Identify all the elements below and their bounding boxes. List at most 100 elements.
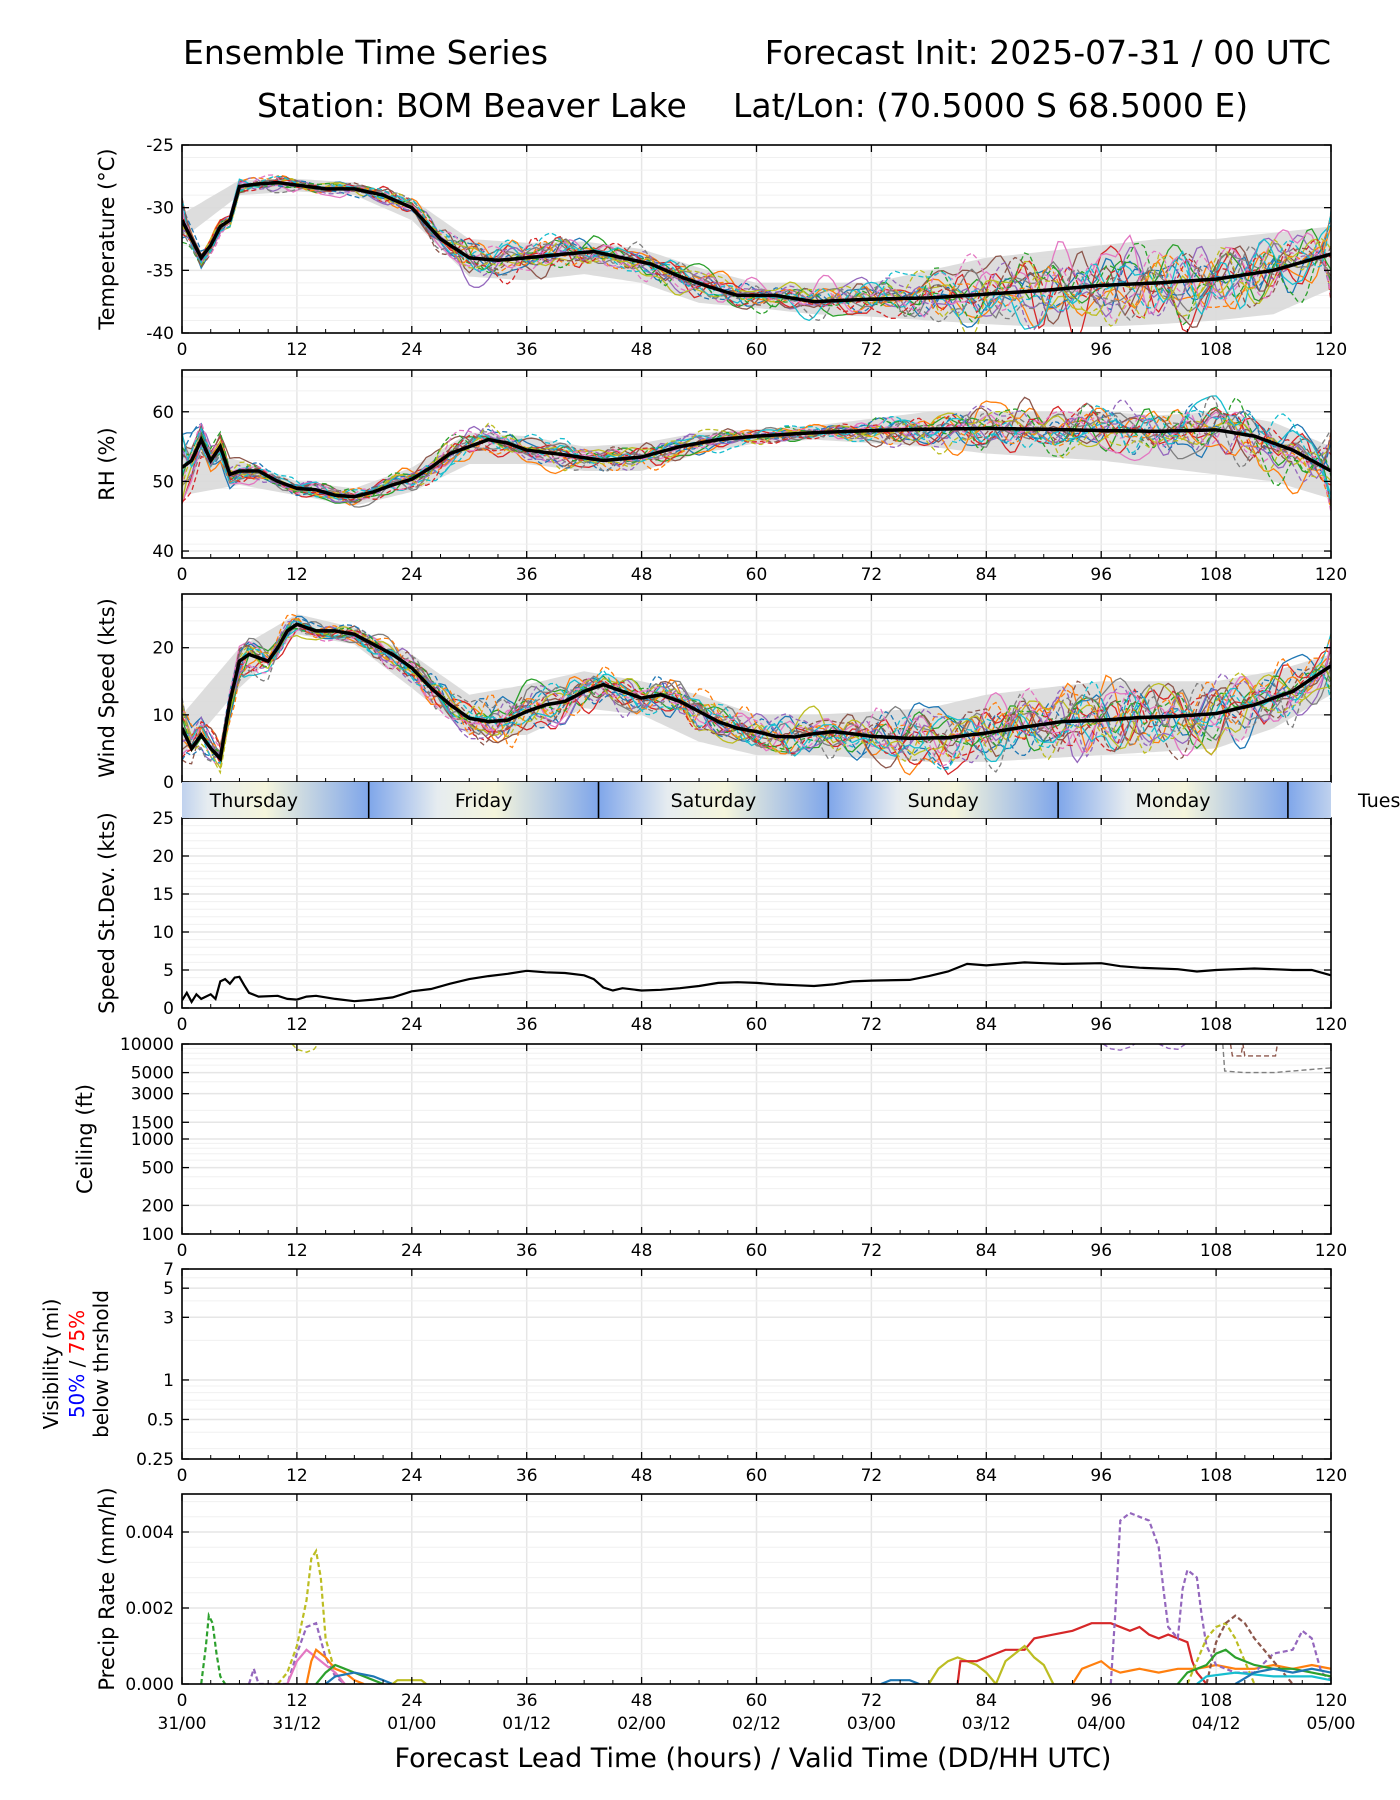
- panels: 0 12 24 36 48 60 72 84 96 108 120-25-30-35-40Tempe…: [39, 136, 1356, 1734]
- ensemble-member-segment: [1158, 1044, 1186, 1051]
- ensemble-member-segment: [200, 1611, 227, 1684]
- panel-temperature: 0 12 24 36 48 60 72 84 96 108 120 -25 -30 -35 -40 Tempe…: [95, 136, 1347, 360]
- x-axis-label: Forecast Lead Time (hours) / Valid Time …: [395, 1743, 1112, 1774]
- ensemble-member-segment: [247, 1621, 346, 1684]
- title-forecast-init: Forecast Init: 2025-07-31 / 00 UTC: [765, 33, 1331, 72]
- y-tick-label: 1500: [131, 1113, 174, 1133]
- day-band: Thursday Friday Saturday Sunday Monday Tues: [182, 782, 1400, 818]
- x-tick-label: 24: [401, 340, 423, 360]
- panel-precip: 0 12 24 36 48 60 72 84 96 108 120 0.000 0.002 0.004 Pr…: [95, 1487, 1356, 1734]
- ensemble-member-segment: [1186, 1621, 1256, 1684]
- x-tick-label: 108: [1200, 1691, 1232, 1711]
- ensemble-member-line: [182, 393, 1331, 497]
- y-tick-label: 10: [152, 923, 174, 943]
- ensemble-member-line: [182, 624, 1331, 765]
- y-tick-label: 1: [163, 1371, 174, 1391]
- x-tick-label: 0: [177, 1241, 188, 1261]
- ensemble-member-line: [182, 175, 1331, 315]
- x-tick-label: 96: [1090, 1691, 1112, 1711]
- y-tick-label: -25: [146, 136, 174, 156]
- ensemble-member-line: [182, 617, 1331, 776]
- day-band-segment: [828, 782, 1059, 818]
- x-tick-label: 60: [746, 340, 768, 360]
- ensemble-member-line: [182, 396, 1331, 499]
- y-axis-label-thresholds: 50% / 75%: [65, 1310, 89, 1418]
- ensemble-member-line: [182, 399, 1331, 503]
- x-tick-label: 36: [516, 340, 538, 360]
- ensemble-member-line: [182, 179, 1331, 319]
- x-tick-label: 12: [286, 1466, 308, 1486]
- x-tick-label: 72: [861, 1691, 883, 1711]
- x-tick-label: 36: [516, 1241, 538, 1261]
- x-tick-label: 0: [177, 565, 188, 585]
- x-tick-label: 60: [746, 1015, 768, 1035]
- x-tick-label: 12: [286, 340, 308, 360]
- valid-time-label: 05/00: [1307, 1714, 1356, 1734]
- valid-time-label: 03/00: [847, 1714, 896, 1734]
- plot-area-rh: [182, 393, 1331, 513]
- x-tick-label: 96: [1090, 1466, 1112, 1486]
- ensemble-member-segment: [305, 1648, 365, 1684]
- threshold-separator: /: [65, 1354, 89, 1373]
- y-tick-label: 5000: [131, 1064, 174, 1084]
- x-tick-label: 120: [1315, 1466, 1347, 1486]
- y-tick-label: 10: [152, 706, 174, 726]
- x-tick-label: 24: [401, 1466, 423, 1486]
- y-tick-label: 20: [152, 847, 174, 867]
- y-axis-label: Wind Speed (kts): [95, 598, 119, 778]
- x-tick-label: 36: [516, 1691, 538, 1711]
- valid-time-label: 04/00: [1077, 1714, 1126, 1734]
- x-tick-label: 12: [286, 565, 308, 585]
- x-tick-label: 60: [746, 565, 768, 585]
- y-tick-label: 0: [163, 773, 174, 793]
- x-tick-label: 24: [401, 1241, 423, 1261]
- ensemble-member-segment: [291, 1044, 319, 1053]
- valid-time-label: 02/12: [732, 1714, 781, 1734]
- x-tick-label: 72: [861, 340, 883, 360]
- x-tick-label: 0: [177, 1466, 188, 1486]
- x-tick-label: 108: [1200, 1466, 1232, 1486]
- x-tick-label: 48: [631, 565, 653, 585]
- x-tick-label: 84: [975, 1015, 997, 1035]
- x-tick-label: 84: [975, 565, 997, 585]
- ensemble-member-line: [182, 613, 1331, 759]
- y-tick-label: 3000: [131, 1085, 174, 1105]
- x-tick-label: 36: [516, 1466, 538, 1486]
- x-tick-label: 0: [177, 1015, 188, 1035]
- panel-speed_stdev: 0 12 24 36 48 60 72 84 96 108 120 0 5 10 15 20 25 Speed S…: [95, 809, 1347, 1035]
- x-tick-label: 60: [746, 1466, 768, 1486]
- plot-area-ceiling: [291, 1044, 1331, 1074]
- day-band-segment: [368, 782, 599, 818]
- ensemble-member-segment: [1071, 1659, 1331, 1684]
- y-tick-label: 50: [152, 472, 174, 492]
- x-tick-label: 48: [631, 1015, 653, 1035]
- x-tick-label: 72: [861, 565, 883, 585]
- ensemble-member-segment: [1196, 1671, 1331, 1684]
- ensemble-member-segment: [324, 1671, 394, 1684]
- x-tick-label: 84: [975, 1466, 997, 1486]
- x-tick-label: 0: [177, 340, 188, 360]
- x-tick-label: 120: [1315, 1015, 1347, 1035]
- y-axis-label: Speed St.Dev. (kts): [95, 812, 119, 1014]
- y-tick-label: 20: [152, 639, 174, 659]
- day-band-segment: [598, 782, 829, 818]
- y-axis-label: Precip Rate (mm/h): [95, 1487, 119, 1690]
- day-label: Saturday: [671, 790, 757, 812]
- panel-visibility: 0 12 24 36 48 60 72 84 96 108 120 0.25 0.5 1 3 57 Visibi…: [39, 1260, 1347, 1486]
- ensemble-member-segment: [927, 1656, 997, 1684]
- x-tick-label: 108: [1200, 565, 1232, 585]
- day-label: Monday: [1136, 790, 1211, 812]
- y-tick-label: 200: [142, 1196, 174, 1216]
- day-label: Friday: [455, 790, 513, 812]
- x-tick-label: 72: [861, 1241, 883, 1261]
- ensemble-member-line: [182, 625, 1331, 767]
- ensemble-member-segment: [956, 1622, 1208, 1684]
- ensemble-member-segment: [315, 1663, 384, 1684]
- ensemble-member-segment: [1176, 1648, 1331, 1684]
- x-tick-label: 108: [1200, 1015, 1232, 1035]
- x-tick-label: 36: [516, 1015, 538, 1035]
- x-tick-label: 120: [1315, 1691, 1347, 1711]
- ensemble-mean-line: [182, 622, 1331, 763]
- y-tick-label: 0.5: [147, 1410, 174, 1430]
- y-axis-sublabel: below thrshold: [89, 1290, 113, 1438]
